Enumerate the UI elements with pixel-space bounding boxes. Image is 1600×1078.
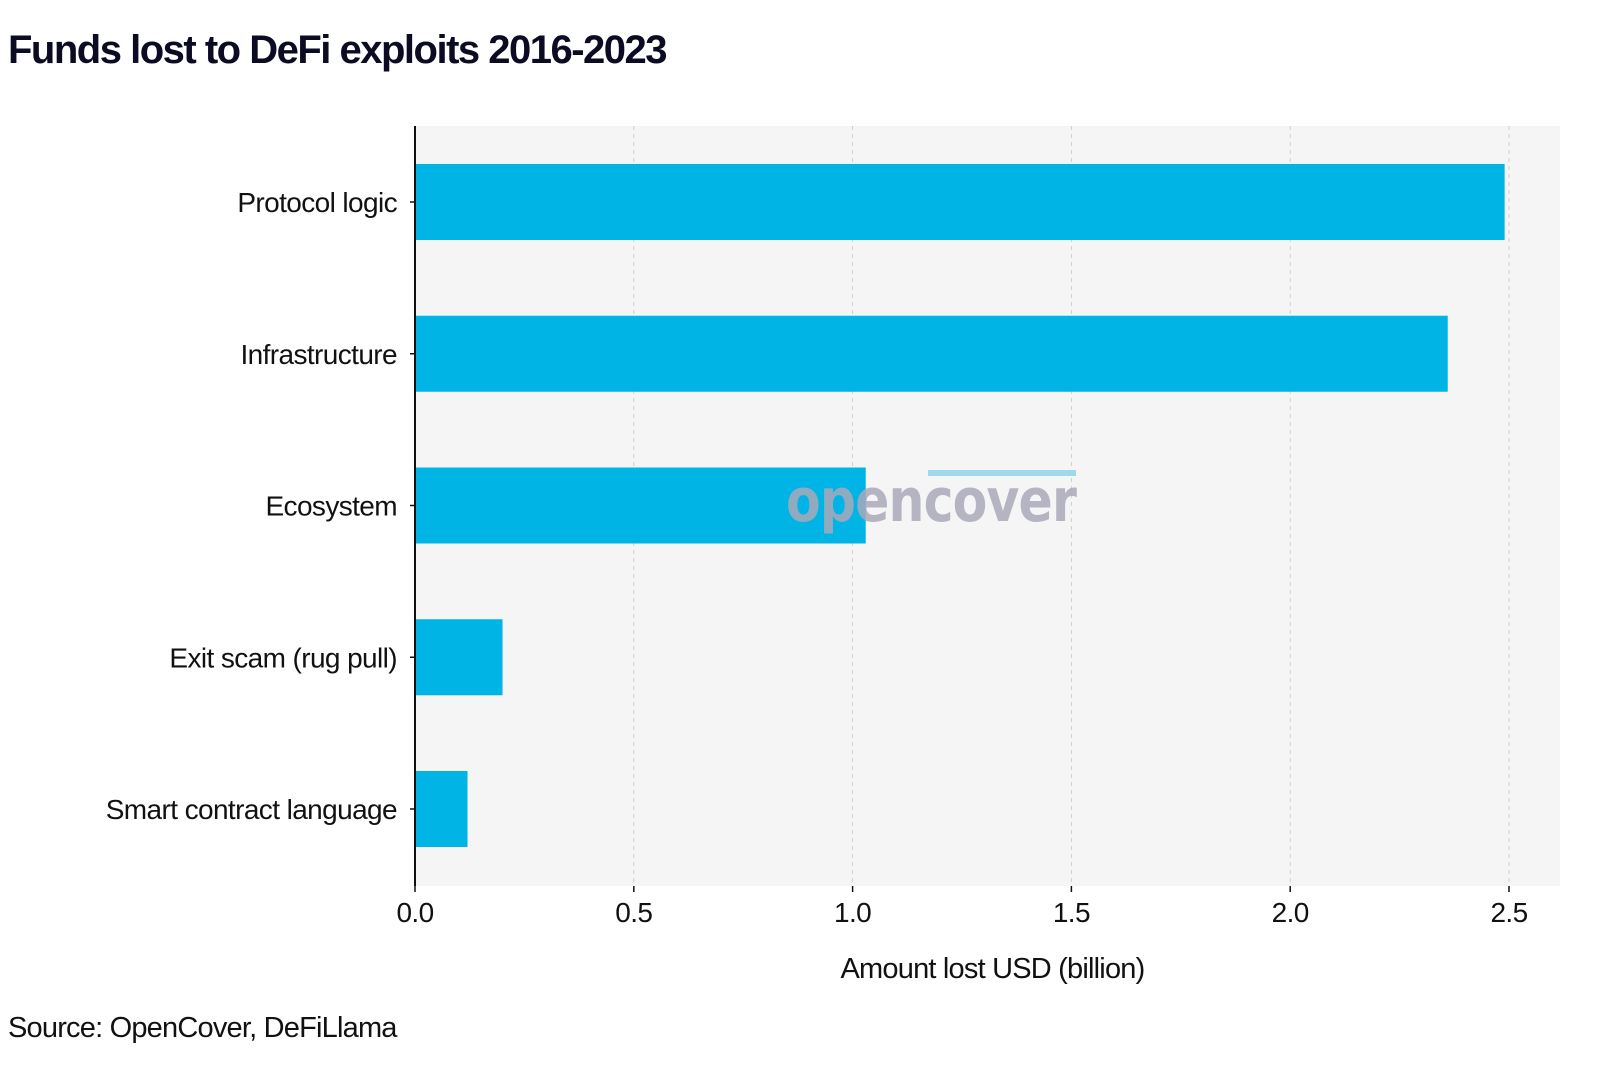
bars	[415, 164, 1505, 847]
x-tick-label: 0.5	[615, 897, 652, 928]
y-tick-label: Infrastructure	[240, 339, 397, 370]
bar-ecosystem	[415, 467, 866, 544]
y-axis-tick-labels: Protocol logic Infrastructure Ecosystem Exi…	[106, 187, 415, 825]
bar-infrastructure	[415, 315, 1448, 392]
bar-exit-scam-rug-pull	[415, 619, 503, 696]
watermark-text: opencover	[786, 466, 1077, 536]
bar-protocol-logic	[415, 164, 1505, 240]
opencover-watermark: opencover	[786, 466, 1078, 536]
x-axis-tick-labels: 0.0 0.5 1.0 1.5 2.0 2.5	[396, 886, 1528, 928]
x-tick-label: 1.0	[834, 897, 871, 928]
x-tick-label: 1.5	[1053, 897, 1090, 928]
bar-smart-contract-language	[415, 771, 468, 847]
bar-chart: opencover Protocol logic Infrastructure Ec…	[105, 126, 1529, 985]
y-tick-label: Protocol logic	[237, 187, 397, 218]
x-tick-label: 2.0	[1272, 897, 1309, 928]
y-tick-label: Ecosystem	[265, 491, 397, 522]
x-tick-label: 2.5	[1490, 897, 1527, 928]
y-tick-label: Smart contract language	[106, 794, 397, 825]
y-tick-label: Exit scam (rug pull)	[169, 642, 397, 673]
x-tick-label: 0.0	[396, 897, 433, 928]
chart-title: Funds lost to DeFi exploits 2016-2023	[8, 28, 668, 72]
x-axis-title: Amount lost USD (billion)	[841, 953, 1145, 985]
source-note: Source: OpenCover, DeFiLlama	[8, 1012, 397, 1044]
